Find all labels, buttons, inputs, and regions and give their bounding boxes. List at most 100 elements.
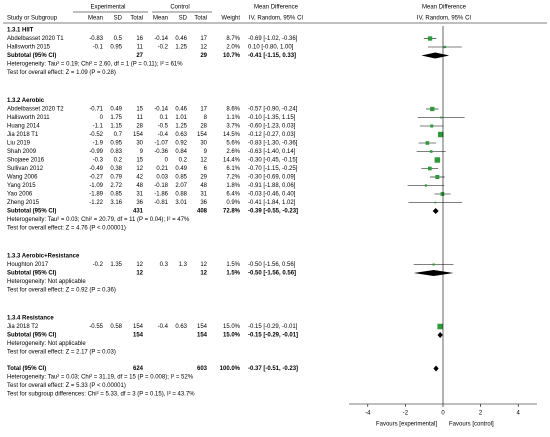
ctrl-total: 9 [204, 149, 208, 155]
study-square [440, 192, 445, 196]
ctrl-sd: 1.3 [179, 262, 188, 268]
weight: 1.5% [226, 271, 240, 277]
exp-mean: -1.22 [89, 200, 103, 206]
pooled-diamond [413, 270, 454, 276]
study-square [435, 175, 440, 179]
weight: 0.9% [226, 200, 240, 206]
weight: 6.1% [226, 166, 240, 172]
ctrl-total: 154 [197, 333, 208, 339]
weight: 15.0% [223, 324, 241, 330]
weight: 2.6% [226, 149, 240, 155]
total-label: Total (95% CI) [7, 366, 46, 372]
exp-sd: 0.49 [110, 107, 122, 113]
ctrl-total: 6 [204, 166, 208, 172]
ci-text: -0.91 [-1.88, 0.06] [248, 183, 296, 189]
x-tick-label: 4 [517, 411, 521, 417]
subgroup-title: 1.3.1 HIIT [7, 28, 34, 34]
study-name: Yang 2015 [7, 183, 36, 189]
plot-header: Mean Difference [422, 5, 467, 11]
control-header: Control [170, 5, 189, 11]
ctrl-mean: -0.14 [154, 107, 168, 113]
weight: 3.7% [226, 124, 240, 130]
ctrl-total: 29 [200, 53, 207, 59]
study-square [440, 116, 443, 119]
exp-total: 16 [136, 36, 143, 42]
col-header: SD [179, 16, 188, 22]
exp-mean: -0.55 [89, 324, 103, 330]
study-square [427, 36, 433, 41]
ctrl-mean: 0 [165, 158, 169, 164]
study-square [430, 106, 435, 112]
ci-text: -0.15 [-0.29, -0.01] [248, 324, 298, 330]
exp-total: 42 [136, 175, 143, 181]
subgroup-title: 1.3.3 Aerobic+Resistance [7, 254, 80, 260]
study-square [427, 166, 432, 171]
weight: 8.6% [226, 107, 240, 113]
ctrl-total: 36 [200, 200, 207, 206]
study-name: Abdelbasset 2020 T1 [7, 36, 64, 42]
subgroup-title: 1.3.2 Aerobic [7, 98, 45, 104]
ci-text: -0.12 [-0.27, 0.03] [248, 132, 296, 138]
exp-total: 154 [133, 333, 144, 339]
ci-text: -0.41 [-1.84, 1.02] [248, 200, 296, 206]
exp-sd: 0.95 [110, 45, 122, 51]
study-name: Yao 2006 [7, 192, 33, 198]
exp-mean: -0.99 [89, 149, 103, 155]
ctrl-mean: -0.18 [154, 183, 168, 189]
ctrl-total: 12 [200, 45, 207, 51]
ci-text: -0.10 [-1.35, 1.15] [248, 115, 296, 121]
ctrl-mean: 0.03 [156, 175, 168, 181]
study-square [438, 131, 444, 138]
overall-effect: Test for overall effect: Z = 2.17 (P = 0… [7, 350, 116, 356]
x-tick-label: -4 [365, 411, 371, 417]
exp-mean: -0.27 [89, 175, 103, 181]
weight: 14.5% [223, 132, 241, 138]
exp-total: 624 [133, 366, 144, 372]
exp-total: 12 [136, 262, 143, 268]
study-name: Jia 2018 T1 [7, 132, 39, 138]
exp-sd: 0.95 [110, 141, 122, 147]
col-header: Total [130, 16, 143, 22]
ci-text: -0.50 [-1.56, 0.56] [248, 271, 296, 277]
ctrl-mean: -0.2 [158, 45, 169, 51]
ctrl-mean: 0.21 [156, 166, 168, 172]
exp-mean: -0.71 [89, 107, 103, 113]
ci-text: -0.03 [-0.46, 0.40] [248, 192, 296, 198]
exp-mean: -1.1 [93, 124, 104, 130]
ctrl-total: 408 [197, 209, 208, 215]
exp-mean: -0.1 [93, 45, 104, 51]
weight: 10.7% [223, 53, 241, 59]
ctrl-mean: -0.4 [158, 132, 169, 138]
x-tick-label: 0 [441, 411, 445, 417]
study-name: Shojaee 2016 [7, 158, 45, 164]
col-header: Mean [88, 16, 103, 22]
ctrl-total: 8 [204, 115, 208, 121]
weight: 1.5% [226, 262, 240, 268]
ci-text: -0.30 [-0.45, -0.15] [248, 158, 298, 164]
exp-sd: 0.5 [114, 36, 123, 42]
weight: 15.0% [223, 333, 241, 339]
experimental-header: Experimental [90, 5, 125, 11]
study-square [424, 184, 428, 187]
pooled-diamond [421, 52, 450, 59]
exp-sd: 0.2 [114, 158, 123, 164]
exp-sd: 0.83 [110, 149, 122, 155]
overall-effect: Test for overall effect: Z = 5.33 (P < 0… [7, 383, 126, 389]
ctrl-total: 154 [197, 132, 208, 138]
ctrl-sd: 0.84 [175, 149, 187, 155]
subtotal-label: Subtotal (95% CI) [7, 271, 56, 277]
weight: 100.0% [220, 366, 241, 372]
ctrl-total: 48 [200, 183, 207, 189]
ci-text: -0.41 [-1.15, 0.33] [248, 53, 296, 59]
exp-total: 31 [136, 192, 143, 198]
x-tick-label: -2 [403, 411, 409, 417]
ctrl-total: 12 [200, 271, 207, 277]
exp-sd: 0.38 [110, 166, 122, 172]
exp-total: 36 [136, 200, 143, 206]
exp-total: 11 [137, 115, 144, 121]
favours-right: Favours [control] [449, 422, 494, 428]
ctrl-sd: 0.46 [175, 107, 187, 113]
ci-text: -0.15 [-0.29, -0.01] [248, 333, 298, 339]
ci-text: -0.57 [-0.90, -0.24] [248, 107, 298, 113]
